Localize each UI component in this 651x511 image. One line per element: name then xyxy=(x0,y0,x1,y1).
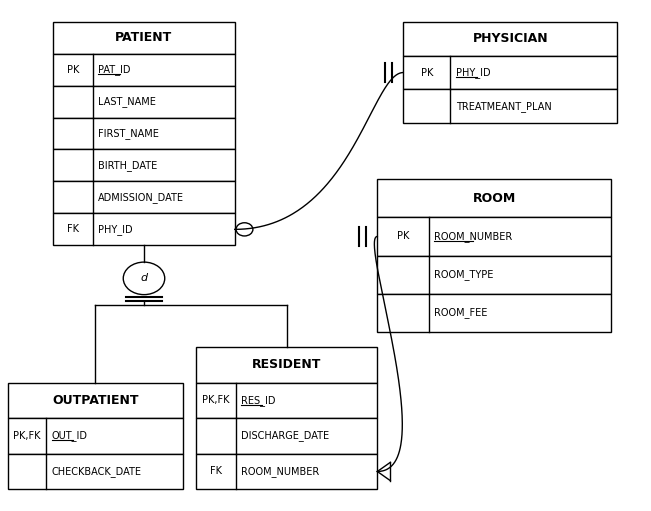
Bar xyxy=(53,22,235,54)
Text: ROOM_NUMBER: ROOM_NUMBER xyxy=(434,231,512,242)
Text: RES_ID: RES_ID xyxy=(241,395,275,406)
Text: PAT_ID: PAT_ID xyxy=(98,64,131,75)
Bar xyxy=(378,294,611,332)
Bar xyxy=(378,256,611,294)
Bar xyxy=(196,383,378,418)
Bar xyxy=(53,118,235,150)
Text: PATIENT: PATIENT xyxy=(115,31,173,44)
Text: DISCHARGE_DATE: DISCHARGE_DATE xyxy=(241,430,329,442)
Bar xyxy=(53,86,235,118)
Bar xyxy=(403,22,617,56)
Text: CHECKBACK_DATE: CHECKBACK_DATE xyxy=(51,466,141,477)
Bar xyxy=(53,214,235,245)
Text: PK: PK xyxy=(421,67,433,78)
Bar xyxy=(196,418,378,454)
Text: FIRST_NAME: FIRST_NAME xyxy=(98,128,159,139)
Bar xyxy=(8,454,183,489)
Bar xyxy=(8,418,183,454)
Text: PK: PK xyxy=(67,64,79,75)
Bar xyxy=(8,383,183,418)
Text: d: d xyxy=(141,273,148,284)
Text: PK,FK: PK,FK xyxy=(202,396,230,405)
Text: FK: FK xyxy=(67,224,79,235)
Text: PK: PK xyxy=(397,231,409,241)
Bar xyxy=(378,179,611,217)
Bar xyxy=(53,150,235,181)
Bar xyxy=(196,347,378,383)
Text: RESIDENT: RESIDENT xyxy=(252,358,322,371)
Text: ROOM_FEE: ROOM_FEE xyxy=(434,307,487,318)
Text: OUT_ID: OUT_ID xyxy=(51,430,88,442)
Text: ROOM: ROOM xyxy=(473,192,516,205)
Bar xyxy=(403,56,617,89)
Text: ADMISSION_DATE: ADMISSION_DATE xyxy=(98,192,184,203)
Bar xyxy=(53,181,235,214)
Text: PHYSICIAN: PHYSICIAN xyxy=(473,32,548,45)
Text: PHY_ID: PHY_ID xyxy=(456,67,490,78)
Text: ROOM_NUMBER: ROOM_NUMBER xyxy=(241,466,319,477)
Text: ROOM_TYPE: ROOM_TYPE xyxy=(434,269,493,280)
Text: BIRTH_DATE: BIRTH_DATE xyxy=(98,160,158,171)
Bar xyxy=(53,54,235,86)
Bar xyxy=(378,217,611,256)
Bar xyxy=(403,89,617,123)
Text: TREATMEANT_PLAN: TREATMEANT_PLAN xyxy=(456,101,551,112)
Text: OUTPATIENT: OUTPATIENT xyxy=(52,394,139,407)
Bar xyxy=(196,454,378,489)
Text: FK: FK xyxy=(210,467,222,476)
Text: PHY_ID: PHY_ID xyxy=(98,224,133,235)
Text: LAST_NAME: LAST_NAME xyxy=(98,96,156,107)
Text: PK,FK: PK,FK xyxy=(14,431,41,441)
